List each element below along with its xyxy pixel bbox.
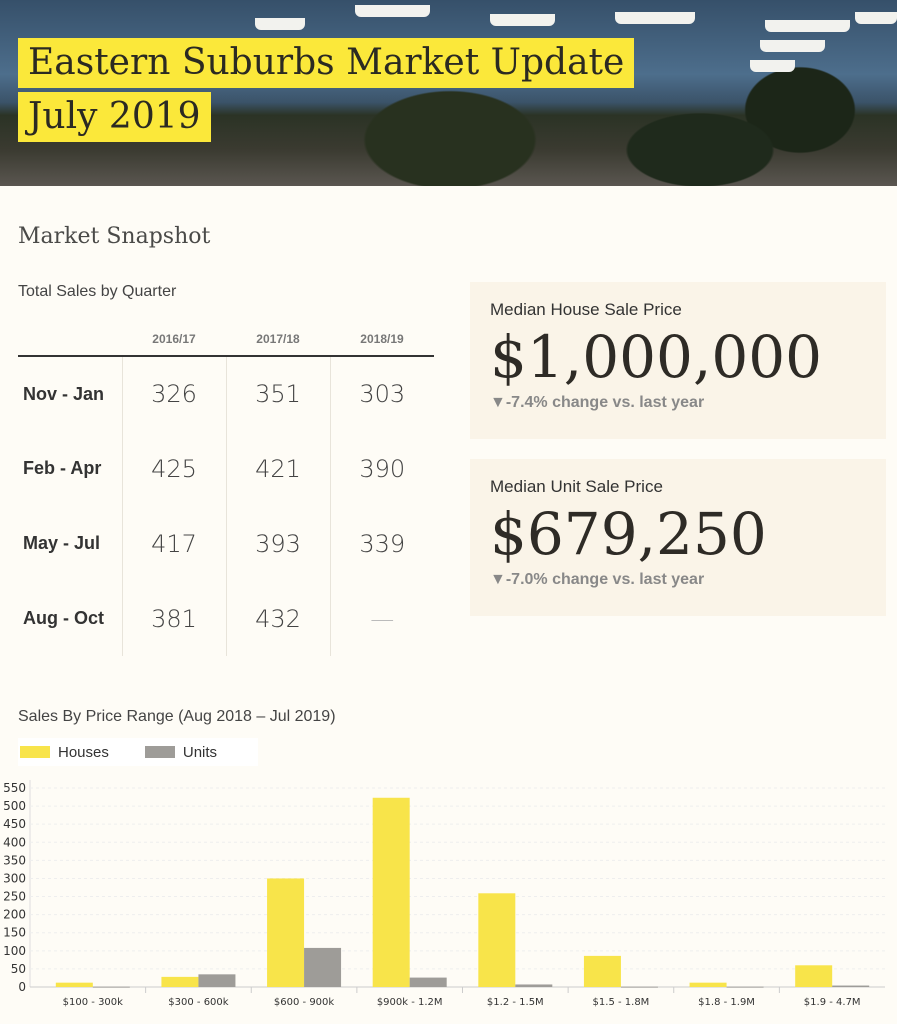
- y-tick-label: 50: [11, 962, 26, 976]
- bar-houses: [161, 976, 199, 987]
- card-value: $1,000,000: [490, 323, 823, 391]
- bar-houses: [583, 955, 621, 987]
- sales-table: 2016/17 2017/18 2018/19 Nov - Jan 326 351 3…: [18, 322, 434, 656]
- y-tick-label: 0: [18, 980, 26, 994]
- table-row: Aug - Oct 381 432—: [18, 581, 434, 656]
- cell: 421: [225, 431, 330, 506]
- card-title: Median Unit Sale Price: [490, 477, 663, 496]
- cell: 303: [329, 356, 434, 431]
- cell: 381: [121, 581, 226, 656]
- cell: 351: [225, 356, 330, 431]
- cell: —: [329, 581, 434, 656]
- column-header: 2016/17: [122, 322, 226, 357]
- table-label: Total Sales by Quarter: [18, 283, 177, 300]
- bar-units: [620, 986, 658, 988]
- y-tick-label: 400: [3, 835, 26, 849]
- bar-houses: [478, 893, 516, 987]
- row-label: Aug - Oct: [23, 608, 104, 628]
- column-header: 2018/19: [330, 322, 434, 357]
- row-label: Nov - Jan: [23, 383, 105, 404]
- x-tick-label: $1.5 - 1.8M: [593, 997, 650, 1008]
- x-tick-label: $1.9 - 4.7M: [804, 997, 861, 1008]
- bar-houses: [55, 982, 93, 987]
- bar-units: [198, 974, 236, 987]
- cell: 417: [121, 506, 226, 581]
- row-label: May - Jul: [23, 533, 101, 553]
- row-label: Feb - Apr: [23, 458, 102, 478]
- cell: 390: [329, 431, 434, 506]
- x-tick-label: $900k - 1.2M: [377, 997, 443, 1008]
- y-tick-label: 250: [3, 890, 26, 904]
- y-tick-label: 450: [3, 817, 26, 831]
- median-house-card: Median House Sale Price $1,000,000 ▼-7.4…: [470, 282, 886, 439]
- x-tick-label: $1.8 - 1.9M: [698, 997, 755, 1008]
- table-row: Nov - Jan 326 351 303: [18, 356, 434, 431]
- corner-header: [18, 322, 122, 357]
- x-tick-label: $600 - 900k: [274, 997, 335, 1008]
- y-tick-label: 300: [3, 871, 26, 885]
- legend-label-houses[interactable]: Houses: [58, 743, 109, 761]
- median-unit-card: Median Unit Sale Price $679,250 ▼-7.0% c…: [470, 459, 886, 616]
- table-row: Feb - Apr 425 421 390: [18, 431, 434, 506]
- y-tick-label: 100: [3, 944, 26, 958]
- table-row: May - Jul 417 393 339: [18, 506, 434, 581]
- y-tick-label: 200: [3, 908, 26, 922]
- bar-houses: [372, 797, 410, 987]
- bar-units: [304, 947, 342, 987]
- bar-units: [515, 984, 553, 987]
- y-tick-label: 150: [3, 926, 26, 940]
- bar-units: [832, 985, 870, 987]
- x-tick-label: $100 - 300k: [63, 997, 124, 1008]
- section-heading: Market Snapshot: [18, 224, 211, 249]
- bar-houses: [267, 878, 305, 987]
- chart-title: Sales By Price Range (Aug 2018 – Jul 201…: [18, 708, 336, 725]
- legend-swatch-houses: [20, 746, 50, 758]
- y-tick-label: 500: [3, 799, 26, 813]
- card-title: Median House Sale Price: [490, 300, 682, 319]
- cell: 326: [121, 356, 226, 431]
- cell: 393: [225, 506, 330, 581]
- column-header: 2017/18: [226, 322, 330, 357]
- card-change: ▼-7.4% change vs. last year: [490, 394, 705, 411]
- bar-houses: [795, 965, 833, 987]
- x-tick-label: $1.2 - 1.5M: [487, 997, 544, 1008]
- price-range-chart: 0 50 100 150 200 250 300 350 400 450 500 550 $100 - …: [3, 780, 885, 1008]
- card-change: ▼-7.0% change vs. last year: [490, 571, 705, 588]
- page-subtitle: July 2019: [18, 92, 211, 142]
- legend-swatch-units: [144, 746, 175, 758]
- cell: 432: [225, 581, 330, 656]
- bar-units: [726, 986, 764, 988]
- legend-label-units[interactable]: Units: [182, 743, 218, 761]
- x-tick-label: $300 - 600k: [168, 997, 229, 1008]
- bar-units: [409, 977, 447, 987]
- cell: 339: [329, 506, 434, 581]
- y-tick-label: 350: [3, 853, 26, 867]
- y-tick-label: 550: [3, 781, 26, 795]
- bar-units: [92, 986, 130, 988]
- chart-legend: Houses Units: [18, 738, 258, 766]
- bar-houses: [689, 982, 727, 987]
- cell: 425: [121, 431, 226, 506]
- card-value: $679,250: [490, 500, 767, 568]
- page-title: Eastern Suburbs Market Update: [18, 38, 635, 88]
